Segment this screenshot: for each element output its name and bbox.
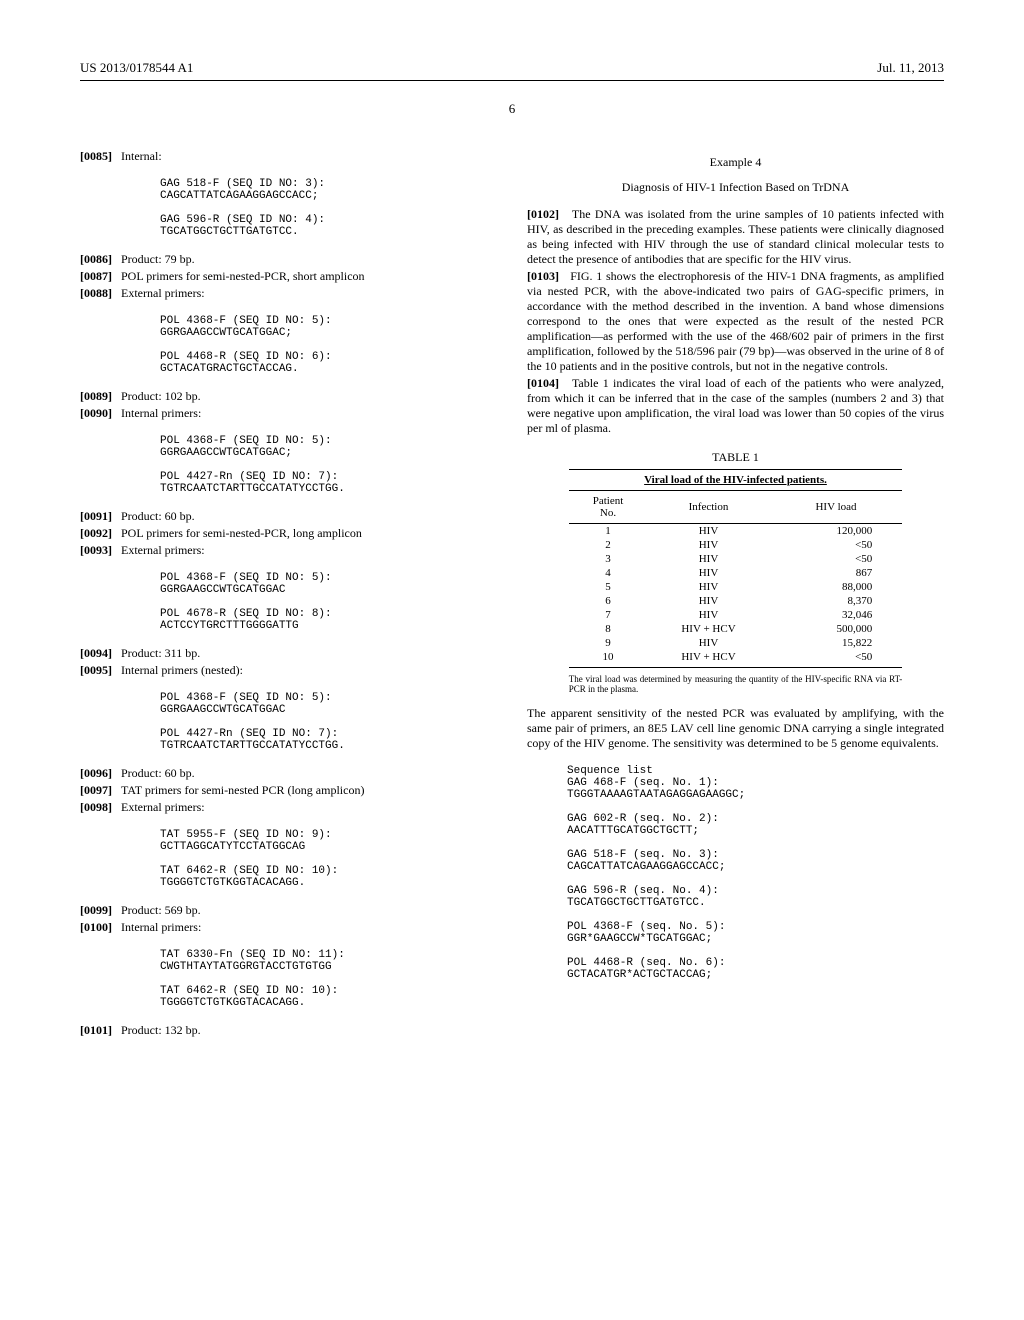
table-cell: HIV bbox=[647, 636, 769, 650]
seq-block-2: POL 4368-F (SEQ ID NO: 5): GGRGAAGCCWTGC… bbox=[160, 315, 497, 375]
table-cell: <50 bbox=[770, 552, 903, 566]
table-cell: HIV bbox=[647, 594, 769, 608]
left-column: [0085] Internal: GAG 518-F (SEQ ID NO: 3… bbox=[80, 147, 497, 1040]
para-0099: [0099] Product: 569 bp. bbox=[80, 903, 497, 918]
para-0095: [0095] Internal primers (nested): bbox=[80, 663, 497, 678]
seq-block-7: TAT 6330-Fn (SEQ ID NO: 11): CWGTHTAYTAT… bbox=[160, 949, 497, 1009]
para-0104: [0104] Table 1 indicates the viral load … bbox=[527, 376, 944, 436]
table-cell: 4 bbox=[569, 566, 648, 580]
table-cell: 120,000 bbox=[770, 524, 903, 539]
para-0097: [0097] TAT primers for semi-nested PCR (… bbox=[80, 783, 497, 798]
para-0092: [0092] POL primers for semi-nested-PCR, … bbox=[80, 526, 497, 541]
table-cell: HIV bbox=[647, 608, 769, 622]
table-cell: 32,046 bbox=[770, 608, 903, 622]
table-cell: 500,000 bbox=[770, 622, 903, 636]
para-0098: [0098] External primers: bbox=[80, 800, 497, 815]
seq-block-5: POL 4368-F (SEQ ID NO: 5): GGRGAAGCCWTGC… bbox=[160, 692, 497, 752]
seq-block-4: POL 4368-F (SEQ ID NO: 5): GGRGAAGCCWTGC… bbox=[160, 572, 497, 632]
example-4-subtitle: Diagnosis of HIV-1 Infection Based on Tr… bbox=[527, 180, 944, 195]
para-0090: [0090] Internal primers: bbox=[80, 406, 497, 421]
table-cell: HIV bbox=[647, 524, 769, 539]
table-row: 5HIV88,000 bbox=[569, 580, 903, 594]
para-0093: [0093] External primers: bbox=[80, 543, 497, 558]
table-cell: 10 bbox=[569, 650, 648, 668]
table-cell: 3 bbox=[569, 552, 648, 566]
table-row: 7HIV32,046 bbox=[569, 608, 903, 622]
table-cell: 6 bbox=[569, 594, 648, 608]
table-1-title: Viral load of the HIV-infected patients. bbox=[569, 470, 903, 491]
para-0085: [0085] Internal: bbox=[80, 149, 497, 164]
para-0094: [0094] Product: 311 bp. bbox=[80, 646, 497, 661]
table-cell: HIV + HCV bbox=[647, 650, 769, 668]
right-column: Example 4 Diagnosis of HIV-1 Infection B… bbox=[527, 147, 944, 1040]
table-row: 1HIV120,000 bbox=[569, 524, 903, 539]
table-col-infection: Infection bbox=[647, 491, 769, 524]
patent-number: US 2013/0178544 A1 bbox=[80, 60, 193, 76]
page-number: 6 bbox=[80, 101, 944, 117]
table-cell: 88,000 bbox=[770, 580, 903, 594]
table-cell: HIV bbox=[647, 538, 769, 552]
example-4-title: Example 4 bbox=[527, 155, 944, 170]
table-cell: HIV bbox=[647, 552, 769, 566]
table-1-caption: TABLE 1 bbox=[527, 450, 944, 465]
table-row: 6HIV8,370 bbox=[569, 594, 903, 608]
para-0101: [0101] Product: 132 bp. bbox=[80, 1023, 497, 1038]
para-0100: [0100] Internal primers: bbox=[80, 920, 497, 935]
table-cell: 1 bbox=[569, 524, 648, 539]
para-0103: [0103] FIG. 1 shows the electrophoresis … bbox=[527, 269, 944, 374]
table-cell: HIV bbox=[647, 580, 769, 594]
table-cell: 8,370 bbox=[770, 594, 903, 608]
table-cell: HIV + HCV bbox=[647, 622, 769, 636]
para-0088: [0088] External primers: bbox=[80, 286, 497, 301]
para-after-table: The apparent sensitivity of the nested P… bbox=[527, 706, 944, 751]
page-header: US 2013/0178544 A1 Jul. 11, 2013 bbox=[80, 60, 944, 76]
table-row: 2HIV<50 bbox=[569, 538, 903, 552]
table-cell: 15,822 bbox=[770, 636, 903, 650]
para-0086: [0086] Product: 79 bp. bbox=[80, 252, 497, 267]
para-0087: [0087] POL primers for semi-nested-PCR, … bbox=[80, 269, 497, 284]
para-0089: [0089] Product: 102 bp. bbox=[80, 389, 497, 404]
table-cell: 8 bbox=[569, 622, 648, 636]
table-cell: HIV bbox=[647, 566, 769, 580]
table-row: 9HIV15,822 bbox=[569, 636, 903, 650]
table-row: 3HIV<50 bbox=[569, 552, 903, 566]
para-0102: [0102] The DNA was isolated from the uri… bbox=[527, 207, 944, 267]
seq-block-1: GAG 518-F (SEQ ID NO: 3): CAGCATTATCAGAA… bbox=[160, 178, 497, 238]
table-cell: 9 bbox=[569, 636, 648, 650]
table-1-footnote: The viral load was determined by measuri… bbox=[569, 674, 903, 694]
table-row: 8HIV + HCV500,000 bbox=[569, 622, 903, 636]
patent-date: Jul. 11, 2013 bbox=[877, 60, 944, 76]
para-0091: [0091] Product: 60 bp. bbox=[80, 509, 497, 524]
table-cell: 867 bbox=[770, 566, 903, 580]
table-col-patient: PatientNo. bbox=[569, 491, 648, 524]
table-row: 10HIV + HCV<50 bbox=[569, 650, 903, 668]
table-cell: <50 bbox=[770, 538, 903, 552]
table-row: 4HIV867 bbox=[569, 566, 903, 580]
table-1: Viral load of the HIV-infected patients.… bbox=[569, 469, 903, 668]
table-cell: 2 bbox=[569, 538, 648, 552]
table-cell: <50 bbox=[770, 650, 903, 668]
table-cell: 5 bbox=[569, 580, 648, 594]
header-rule bbox=[80, 80, 944, 81]
seq-block-6: TAT 5955-F (SEQ ID NO: 9): GCTTAGGCATYTC… bbox=[160, 829, 497, 889]
para-0096: [0096] Product: 60 bp. bbox=[80, 766, 497, 781]
table-cell: 7 bbox=[569, 608, 648, 622]
content-columns: [0085] Internal: GAG 518-F (SEQ ID NO: 3… bbox=[80, 147, 944, 1040]
table-col-hivload: HIV load bbox=[770, 491, 903, 524]
sequence-list: Sequence list GAG 468-F (seq. No. 1): TG… bbox=[567, 765, 944, 981]
seq-block-3: POL 4368-F (SEQ ID NO: 5): GGRGAAGCCWTGC… bbox=[160, 435, 497, 495]
